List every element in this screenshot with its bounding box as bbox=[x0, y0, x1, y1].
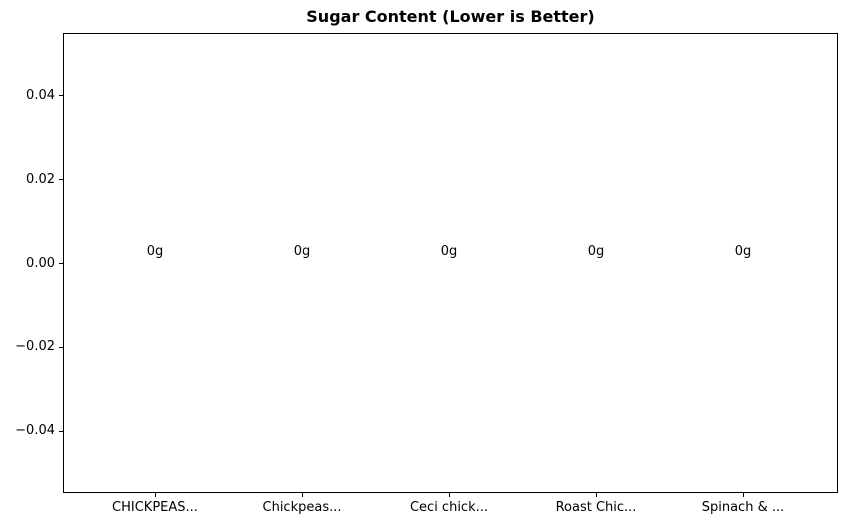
y-tick-mark bbox=[59, 179, 63, 180]
y-tick-label: 0.02 bbox=[26, 172, 55, 187]
bar-value-label: 0g bbox=[734, 244, 752, 259]
y-tick-label: 0.00 bbox=[26, 256, 55, 271]
x-tick-label: Spinach & ... bbox=[701, 500, 785, 515]
y-tick-label: −0.02 bbox=[15, 339, 55, 354]
y-tick-mark bbox=[59, 431, 63, 432]
bar-value-label: 0g bbox=[440, 244, 458, 259]
x-tick-label: Chickpeas... bbox=[262, 500, 342, 515]
x-tick-label: CHICKPEAS... bbox=[112, 500, 198, 515]
bar-value-label: 0g bbox=[587, 244, 605, 259]
x-tick-mark bbox=[449, 493, 450, 497]
x-tick-mark bbox=[155, 493, 156, 497]
x-tick-mark bbox=[743, 493, 744, 497]
bar-value-label: 0g bbox=[146, 244, 164, 259]
y-tick-mark bbox=[59, 263, 63, 264]
x-tick-mark bbox=[302, 493, 303, 497]
y-tick-mark bbox=[59, 347, 63, 348]
bar-value-label: 0g bbox=[293, 244, 311, 259]
chart-title: Sugar Content (Lower is Better) bbox=[306, 7, 595, 26]
y-tick-label: −0.04 bbox=[15, 423, 55, 438]
x-tick-mark bbox=[596, 493, 597, 497]
x-tick-label: Ceci chick... bbox=[409, 500, 489, 515]
y-tick-mark bbox=[59, 95, 63, 96]
x-tick-label: Roast Chic... bbox=[555, 500, 637, 515]
plot-area bbox=[63, 33, 838, 493]
y-tick-label: 0.04 bbox=[26, 88, 55, 103]
